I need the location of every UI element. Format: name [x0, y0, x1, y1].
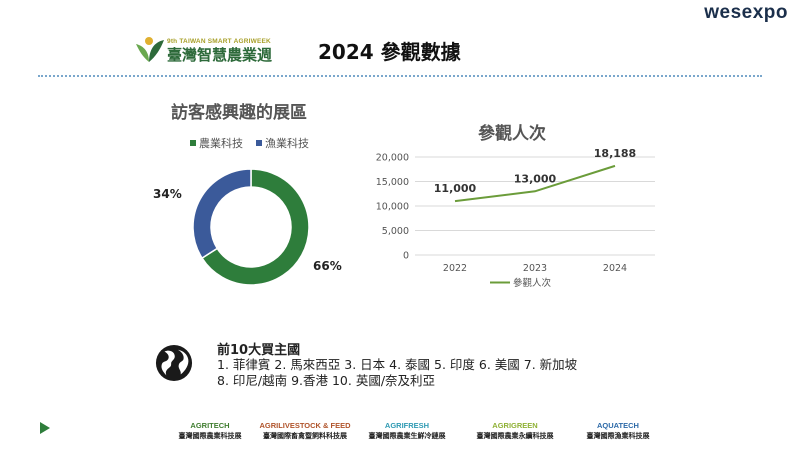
y-tick-label: 20,000 — [376, 153, 409, 164]
line-chart-title: 參觀人次 — [478, 124, 546, 144]
expo-name-en: AGRIFRESH — [384, 421, 430, 430]
countries-line: 8. 印尼/越南 9.香港 10. 英國/奈及利亞 — [217, 373, 436, 388]
legend-label: 參觀人次 — [513, 277, 552, 289]
y-tick-label: 5,000 — [382, 226, 409, 237]
donut-slice-1 — [192, 168, 252, 260]
legend-label: 漁業科技 — [265, 137, 309, 150]
expo-logo-agrilivestock: AGRILIVESTOCK & FEED 臺灣國際畜禽暨飼料科技展 — [235, 421, 375, 441]
globe-icon — [155, 344, 193, 382]
line-chart: 0 5,000 10,000 15,000 20,000 2022 2023 2024 11,0… — [376, 147, 655, 289]
countries-line: 1. 菲律賓 2. 馬來西亞 3. 日本 4. 泰國 5. 印度 6. 美國 7… — [217, 357, 578, 372]
legend-item-fishery: 漁業科技 — [256, 135, 309, 151]
y-tick-label: 10,000 — [376, 202, 409, 213]
expo-name-zh: 臺灣國際農業生鮮冷鏈展 — [368, 432, 446, 440]
logo-subtitle: 9th TAIWAN SMART AGRIWEEK — [167, 38, 271, 45]
legend-swatch — [256, 140, 262, 146]
x-tick-label: 2023 — [523, 263, 547, 274]
data-label: 18,188 — [594, 147, 636, 160]
data-label: 13,000 — [514, 172, 557, 185]
divider — [38, 75, 762, 77]
expo-name-en: AGRITECH — [190, 421, 230, 430]
y-tick-label: 0 — [403, 251, 409, 262]
y-tick-label: 15,000 — [376, 177, 409, 188]
legend-swatch — [190, 140, 196, 146]
x-tick-label: 2024 — [603, 263, 627, 274]
expo-name-en: AGRILIVESTOCK & FEED — [259, 421, 351, 430]
donut-chart — [192, 168, 310, 286]
top-buyer-countries-title: 前10大買主國 — [217, 343, 301, 358]
donut-slice-0 — [200, 168, 310, 286]
expo-logo-agritech: AGRITECH 臺灣國際農業科技展 — [140, 421, 280, 441]
expo-name-en: AGRIGREEN — [492, 421, 538, 430]
expo-name-zh: 臺灣國際畜禽暨飼料科技展 — [263, 432, 347, 440]
series-line — [454, 164, 616, 203]
expo-name-en: AQUATECH — [597, 421, 639, 430]
expo-logo-agrigreen: AGRIGREEN 臺灣國際農業永續科技展 — [445, 421, 585, 441]
legend-item-agritech: 農業科技 — [190, 135, 243, 151]
donut-label-agritech: 66% — [313, 259, 342, 273]
expo-name-zh: 臺灣國際漁業科技展 — [586, 432, 650, 440]
legend-label: 農業科技 — [199, 137, 243, 150]
x-tick-label: 2022 — [443, 263, 467, 274]
top-buyer-countries-list: 1. 菲律賓 2. 馬來西亞 3. 日本 4. 泰國 5. 印度 6. 美國 7… — [217, 357, 657, 389]
expo-name-zh: 臺灣國際農業科技展 — [178, 432, 242, 440]
agriweek-logo-icon — [136, 37, 164, 62]
donut-chart-title: 訪客感興趣的展區 — [171, 103, 307, 123]
expo-logo-aquatech: AQUATECH 臺灣國際漁業科技展 — [548, 421, 688, 441]
logo-name: 臺灣智慧農業週 — [167, 46, 273, 64]
page-title: 2024 參觀數據 — [318, 40, 461, 64]
brand-logo: wesexpo — [704, 2, 788, 23]
expo-logo-agrifresh: AGRIFRESH 臺灣國際農業生鮮冷鏈展 — [337, 421, 477, 441]
donut-label-fishery: 34% — [153, 187, 182, 201]
play-arrow-icon — [40, 422, 50, 434]
data-label: 11,000 — [434, 182, 477, 195]
expo-name-zh: 臺灣國際農業永續科技展 — [476, 432, 554, 440]
